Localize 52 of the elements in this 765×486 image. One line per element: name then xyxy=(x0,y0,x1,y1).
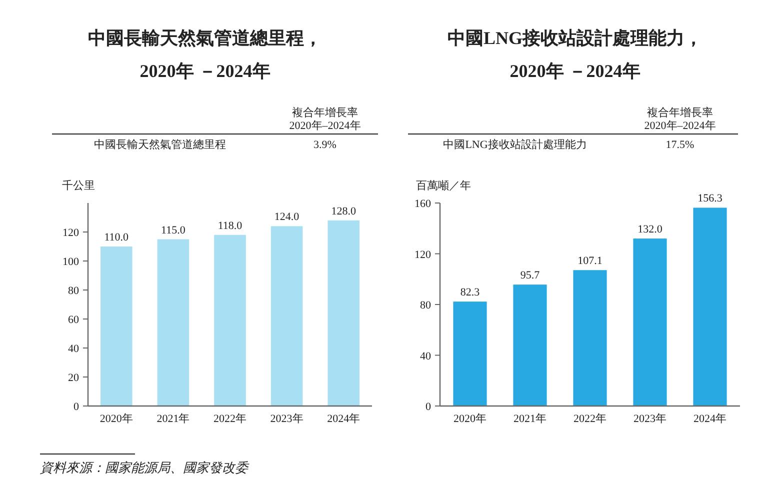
bar xyxy=(453,302,487,406)
y-axis-title: 百萬噸／年 xyxy=(416,179,471,192)
bar xyxy=(513,284,547,406)
x-tick-label: 2022年 xyxy=(214,413,246,425)
data-label: 156.3 xyxy=(698,192,723,205)
y-tick-label: 40 xyxy=(420,350,432,362)
chart-subtitle: 2020年 －2024年 xyxy=(510,61,640,81)
x-tick-label: 2022年 xyxy=(574,413,606,425)
x-tick-label: 2021年 xyxy=(156,413,190,425)
text: 3.9% xyxy=(314,139,336,151)
text: 中國長輸天然氣管道總里程 xyxy=(94,138,226,151)
text: 複合年增長率 xyxy=(647,106,713,119)
chart-subtitle: 2020年 －2024年 xyxy=(140,61,270,81)
data-label: 82.3 xyxy=(460,286,480,299)
bar xyxy=(693,208,727,406)
data-label: 110.0 xyxy=(104,232,130,244)
y-tick-label: 160 xyxy=(414,198,432,210)
x-tick-label: 2023年 xyxy=(270,413,304,425)
y-tick-label: 120 xyxy=(414,248,432,261)
y-tick-label: 0 xyxy=(426,401,432,413)
y-tick-label: 0 xyxy=(74,401,80,413)
bar xyxy=(573,270,607,406)
data-label: 107.1 xyxy=(578,255,602,268)
chart-title: 中國LNG接收站設計處理能力， xyxy=(447,28,703,48)
chart-title: 中國長輸天然氣管道總里程， xyxy=(88,28,322,48)
text: 中國LNG接收站設計處理能力 xyxy=(443,138,587,151)
y-axis-title: 千公里 xyxy=(62,179,95,192)
text: 17.5% xyxy=(666,139,694,151)
data-label: 124.0 xyxy=(274,211,300,224)
bar xyxy=(633,238,667,406)
y-tick-label: 100 xyxy=(62,256,80,268)
source-note: 資料來源：國家能源局、國家發改委 xyxy=(40,460,250,475)
data-label: 115.0 xyxy=(161,224,186,236)
x-tick-label: 2024年 xyxy=(327,413,360,425)
text: 2020年–2024年 xyxy=(644,120,716,132)
data-label: 132.0 xyxy=(638,224,663,236)
y-tick-label: 80 xyxy=(68,285,80,297)
y-tick-label: 60 xyxy=(68,314,80,326)
x-tick-label: 2020年 xyxy=(100,413,133,425)
y-tick-label: 20 xyxy=(68,372,80,384)
x-tick-label: 2023年 xyxy=(634,413,666,425)
text: 複合年增長率 xyxy=(292,106,358,119)
x-tick-label: 2020年 xyxy=(454,413,486,425)
text: 2020年–2024年 xyxy=(289,120,361,132)
y-tick-label: 40 xyxy=(68,343,80,355)
data-label: 128.0 xyxy=(331,205,356,218)
x-tick-label: 2024年 xyxy=(694,413,726,425)
x-tick-label: 2021年 xyxy=(514,413,546,425)
y-tick-label: 80 xyxy=(420,300,432,312)
data-label: 118.0 xyxy=(218,220,243,232)
y-tick-label: 120 xyxy=(62,227,80,239)
data-label: 95.7 xyxy=(520,270,540,282)
